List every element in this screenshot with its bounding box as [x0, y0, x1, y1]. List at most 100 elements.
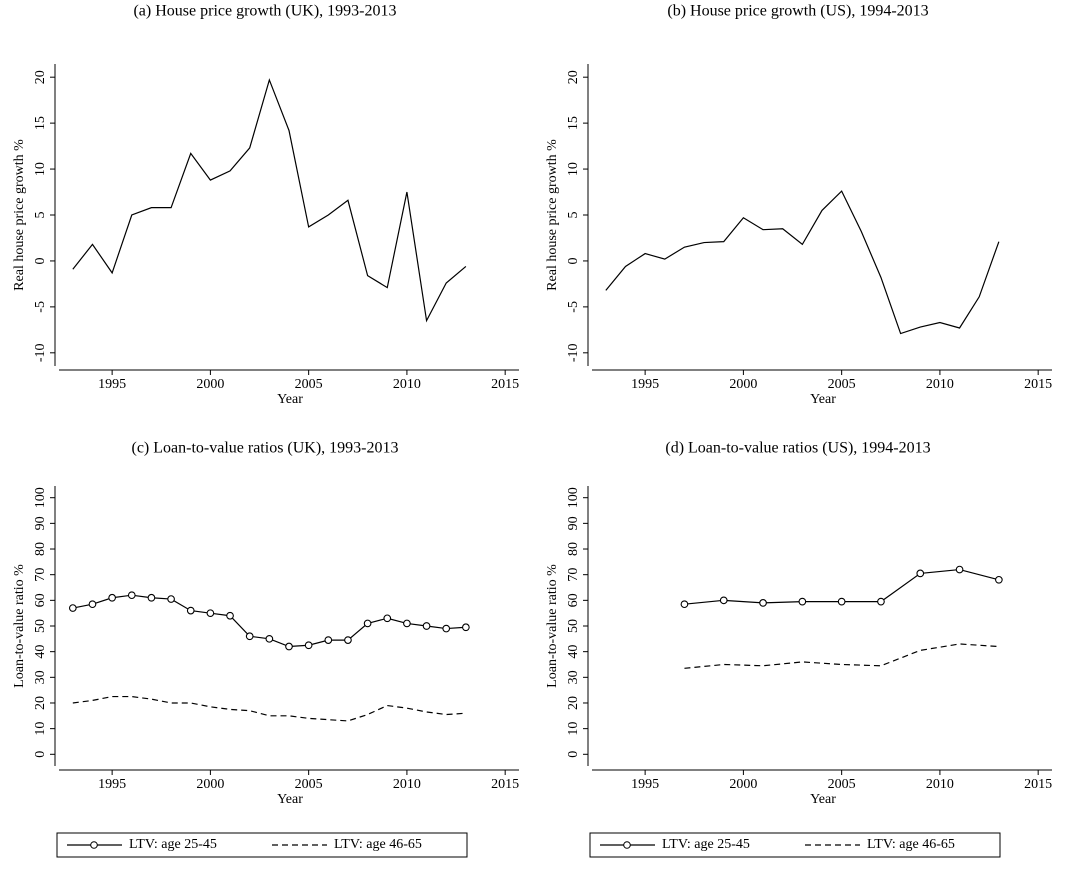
- point-marker: [206, 609, 215, 618]
- y-tick-label: 40: [566, 645, 581, 659]
- point-marker: [403, 619, 411, 628]
- y-tick-label: -5: [33, 301, 48, 313]
- y-tick-label: 0: [566, 257, 581, 264]
- y-tick-label: 70: [33, 568, 48, 582]
- y-tick-label: 10: [33, 722, 48, 736]
- legend-box: [589, 832, 1001, 858]
- point-marker: [383, 614, 392, 623]
- y-tick-label: 15: [566, 116, 581, 130]
- panel-title: (b) House price growth (US), 1994-2013: [667, 3, 928, 20]
- y-tick-label: 0: [566, 751, 581, 758]
- y-tick-label: -10: [566, 343, 581, 362]
- point-marker: [285, 642, 293, 651]
- point-marker: [108, 593, 116, 602]
- panel: (c) Loan-to-value ratios (UK), 1993-2013…: [12, 440, 519, 858]
- point-marker: [68, 604, 77, 612]
- point-marker: [226, 611, 234, 620]
- x-tick-label: 2010: [393, 777, 421, 792]
- x-tick-label: 2000: [196, 377, 224, 392]
- point-marker: [877, 597, 885, 606]
- y-tick-label: 100: [566, 487, 581, 508]
- x-tick-label: 2005: [828, 777, 856, 792]
- y-tick-label: 5: [566, 212, 581, 219]
- series-line: [72, 78, 467, 323]
- legend-marker: [623, 841, 631, 849]
- point-marker: [147, 593, 156, 602]
- y-tick-label: 60: [33, 593, 48, 607]
- y-tick-label: 20: [33, 696, 48, 710]
- y-tick-label: -10: [33, 343, 48, 362]
- x-tick-label: 2015: [491, 777, 519, 792]
- x-tick-label: 2015: [491, 377, 519, 392]
- panel-title: (a) House price growth (UK), 1993-2013: [133, 3, 396, 20]
- y-tick-label: 5: [33, 212, 48, 219]
- point-marker: [186, 606, 195, 615]
- legend-marker: [90, 841, 98, 849]
- y-tick-label: 20: [566, 70, 581, 84]
- x-tick-label: 2010: [393, 377, 421, 392]
- y-tick-label: 20: [33, 70, 48, 84]
- panel: (d) Loan-to-value ratios (US), 1994-2013…: [545, 440, 1052, 858]
- panel-title: (d) Loan-to-value ratios (US), 1994-2013: [665, 440, 930, 457]
- y-axis-label: Real house price growth %: [12, 139, 27, 291]
- point-marker: [759, 599, 767, 607]
- y-tick-label: 20: [566, 696, 581, 710]
- point-marker: [304, 641, 313, 650]
- legend-label: LTV: age 46-65: [867, 837, 955, 852]
- y-tick-label: 40: [33, 645, 48, 659]
- point-marker: [88, 600, 97, 609]
- series-line: [72, 695, 466, 722]
- y-tick-label: 100: [33, 487, 48, 508]
- y-tick-label: 10: [566, 162, 581, 176]
- x-tick-label: 2010: [926, 777, 954, 792]
- point-marker: [265, 634, 274, 643]
- x-axis-label: Year: [810, 392, 836, 407]
- y-tick-label: 30: [566, 670, 581, 684]
- point-marker: [422, 622, 431, 630]
- y-tick-label: 50: [33, 619, 48, 633]
- x-tick-label: 2005: [295, 377, 323, 392]
- legend-label: LTV: age 25-45: [129, 837, 217, 852]
- point-marker: [344, 636, 352, 644]
- legend-label: LTV: age 46-65: [334, 837, 422, 852]
- y-axis-label: Loan-to-value ratio %: [545, 564, 560, 688]
- point-marker: [798, 597, 807, 606]
- x-tick-label: 2005: [295, 777, 323, 792]
- y-tick-label: 60: [566, 593, 581, 607]
- y-tick-label: 30: [33, 670, 48, 684]
- point-marker: [245, 632, 254, 641]
- point-marker: [462, 623, 470, 632]
- y-tick-label: 90: [566, 516, 581, 530]
- y-tick-label: -5: [566, 301, 581, 313]
- legend-label: LTV: age 25-45: [662, 837, 750, 852]
- x-axis-label: Year: [810, 792, 836, 807]
- x-tick-label: 1995: [631, 377, 659, 392]
- y-axis-label: Real house price growth %: [545, 139, 560, 291]
- panel: (a) House price growth (UK), 1993-2013 -1…: [12, 3, 519, 408]
- x-axis-label: Year: [277, 792, 303, 807]
- x-tick-label: 2015: [1024, 377, 1052, 392]
- point-marker: [442, 624, 451, 633]
- panel-title: (c) Loan-to-value ratios (UK), 1993-2013: [131, 440, 398, 457]
- y-axis-label: Loan-to-value ratio %: [12, 564, 27, 688]
- point-marker: [680, 600, 689, 609]
- point-marker: [324, 636, 333, 644]
- series-line: [684, 643, 999, 669]
- y-tick-label: 0: [33, 751, 48, 758]
- x-tick-label: 2015: [1024, 777, 1052, 792]
- x-tick-label: 1995: [98, 777, 126, 792]
- y-tick-label: 70: [566, 568, 581, 582]
- point-marker: [127, 591, 136, 600]
- point-marker: [167, 595, 175, 603]
- y-tick-label: 0: [33, 257, 48, 264]
- x-tick-label: 2005: [828, 377, 856, 392]
- point-marker: [995, 575, 1003, 584]
- point-marker: [916, 569, 925, 578]
- legend-box: [56, 832, 468, 858]
- x-tick-label: 1995: [98, 377, 126, 392]
- panel: (b) House price growth (US), 1994-2013 -1…: [545, 3, 1052, 408]
- point-marker: [719, 596, 728, 605]
- point-marker: [837, 597, 846, 606]
- y-tick-label: 80: [566, 542, 581, 556]
- series-line: [605, 190, 1000, 335]
